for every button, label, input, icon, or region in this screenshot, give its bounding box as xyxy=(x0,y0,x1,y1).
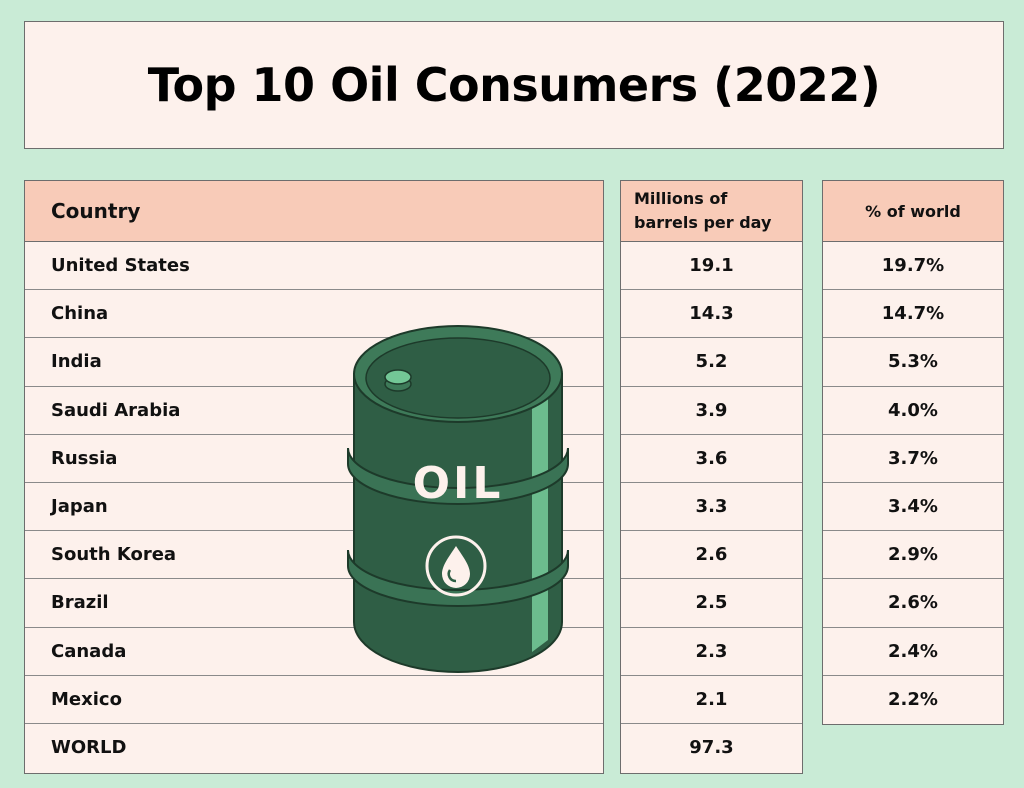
barrels-cell: 2.6 xyxy=(621,531,802,580)
barrels-header-line-2: barrels per day xyxy=(634,213,772,232)
barrels-rows: 19.1 14.3 5.2 3.9 3.6 3.3 2.6 2.5 2.3 2.1 97.3 xyxy=(621,242,802,772)
barrels-cell: 5.2 xyxy=(621,338,802,387)
country-cell: South Korea xyxy=(25,531,603,580)
country-rows: United States China India Saudi Arabia Russi… xyxy=(25,242,603,772)
country-cell: China xyxy=(25,290,603,339)
percent-cell: 3.4% xyxy=(823,483,1003,532)
country-cell: Mexico xyxy=(25,676,603,724)
barrels-cell: 14.3 xyxy=(621,290,802,339)
world-total-label: WORLD xyxy=(51,737,127,759)
title-panel: Top 10 Oil Consumers (2022) xyxy=(24,21,1004,149)
percent-rows: 19.7% 14.7% 5.3% 4.0% 3.7% 3.4% 2.9% 2.6% 2.4% 2.… xyxy=(823,242,1003,724)
barrels-header: Millions of barrels per day xyxy=(621,181,802,242)
barrels-cell: 3.9 xyxy=(621,387,802,435)
barrels-cell: 2.1 xyxy=(621,676,802,724)
percent-cell: 19.7% xyxy=(823,242,1003,291)
country-cell: India xyxy=(25,338,603,387)
percent-header: % of world xyxy=(823,181,1003,242)
barrels-header-line-1: Millions of xyxy=(634,189,728,208)
barrel-label: OIL xyxy=(413,458,504,509)
percent-cell: 2.6% xyxy=(823,579,1003,628)
barrels-cell: 2.5 xyxy=(621,579,802,628)
percent-cell: 4.0% xyxy=(823,387,1003,435)
percent-cell: 14.7% xyxy=(823,290,1003,339)
percent-column: % of world 19.7% 14.7% 5.3% 4.0% 3.7% 3.4% 2.9… xyxy=(822,180,1004,725)
percent-cell: 2.4% xyxy=(823,628,1003,676)
percent-cell: 3.7% xyxy=(823,435,1003,483)
oil-barrel-illustration: OIL xyxy=(347,325,569,673)
barrels-column: Millions of barrels per day 19.1 14.3 5.2 3… xyxy=(620,180,803,774)
oil-drop-icon xyxy=(425,535,487,597)
barrels-cell: 3.6 xyxy=(621,435,802,483)
country-cell: Japan xyxy=(25,483,603,532)
country-header: Country xyxy=(25,181,603,242)
chart-title: Top 10 Oil Consumers (2022) xyxy=(147,58,881,112)
country-cell: Brazil xyxy=(25,579,603,628)
percent-cell: 2.2% xyxy=(888,689,938,711)
barrels-cell: 3.3 xyxy=(621,483,802,532)
country-cell: Russia xyxy=(25,435,603,483)
barrels-cell: 19.1 xyxy=(621,242,802,291)
percent-cell: 2.9% xyxy=(823,531,1003,580)
country-cell: Canada xyxy=(25,628,603,676)
world-total-value: 97.3 xyxy=(689,737,734,759)
percent-cell: 5.3% xyxy=(823,338,1003,387)
country-cell: United States xyxy=(25,242,603,291)
barrels-cell: 2.3 xyxy=(621,628,802,676)
country-cell: Saudi Arabia xyxy=(25,387,603,435)
